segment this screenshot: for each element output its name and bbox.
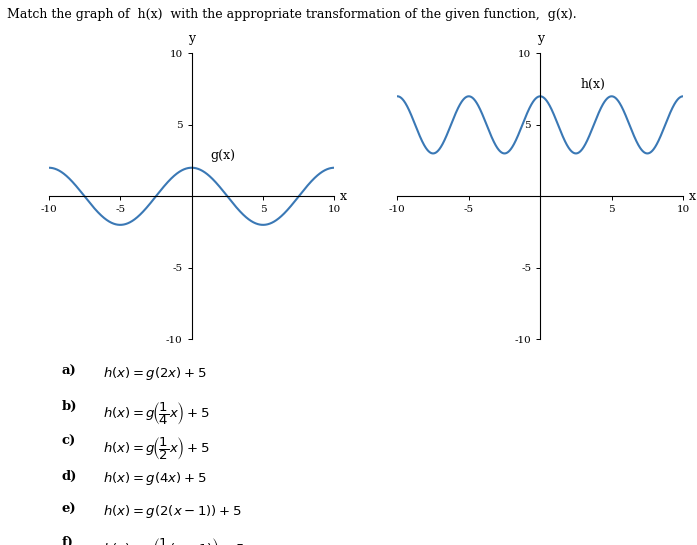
Text: x: x (689, 190, 696, 203)
Text: f): f) (61, 536, 73, 545)
Text: $h(x) = g\!\left(\dfrac{1}{4}x\right) + 5$: $h(x) = g\!\left(\dfrac{1}{4}x\right) + … (102, 399, 209, 427)
Text: e): e) (61, 502, 76, 516)
Text: d): d) (61, 470, 77, 483)
Text: y: y (537, 32, 544, 45)
Text: h(x): h(x) (580, 77, 605, 90)
Text: c): c) (61, 435, 76, 447)
Text: $h(x) = g(4x) + 5$: $h(x) = g(4x) + 5$ (102, 470, 206, 487)
Text: x: x (340, 190, 347, 203)
Text: b): b) (61, 399, 77, 413)
Text: $h(x) = g\!\left(\dfrac{1}{2}(x - 1)\right) + 5$: $h(x) = g\!\left(\dfrac{1}{2}(x - 1)\rig… (102, 536, 245, 545)
Text: $h(x) = g(2(x - 1)) + 5$: $h(x) = g(2(x - 1)) + 5$ (102, 502, 241, 520)
Text: a): a) (61, 365, 76, 378)
Text: Match the graph of  h(x)  with the appropriate transformation of the given funct: Match the graph of h(x) with the appropr… (7, 8, 576, 21)
Text: g(x): g(x) (210, 149, 235, 162)
Text: $h(x) = g(2x) + 5$: $h(x) = g(2x) + 5$ (102, 365, 206, 382)
Text: $h(x) = g\!\left(\dfrac{1}{2}x\right) + 5$: $h(x) = g\!\left(\dfrac{1}{2}x\right) + … (102, 435, 209, 462)
Text: y: y (188, 32, 195, 45)
